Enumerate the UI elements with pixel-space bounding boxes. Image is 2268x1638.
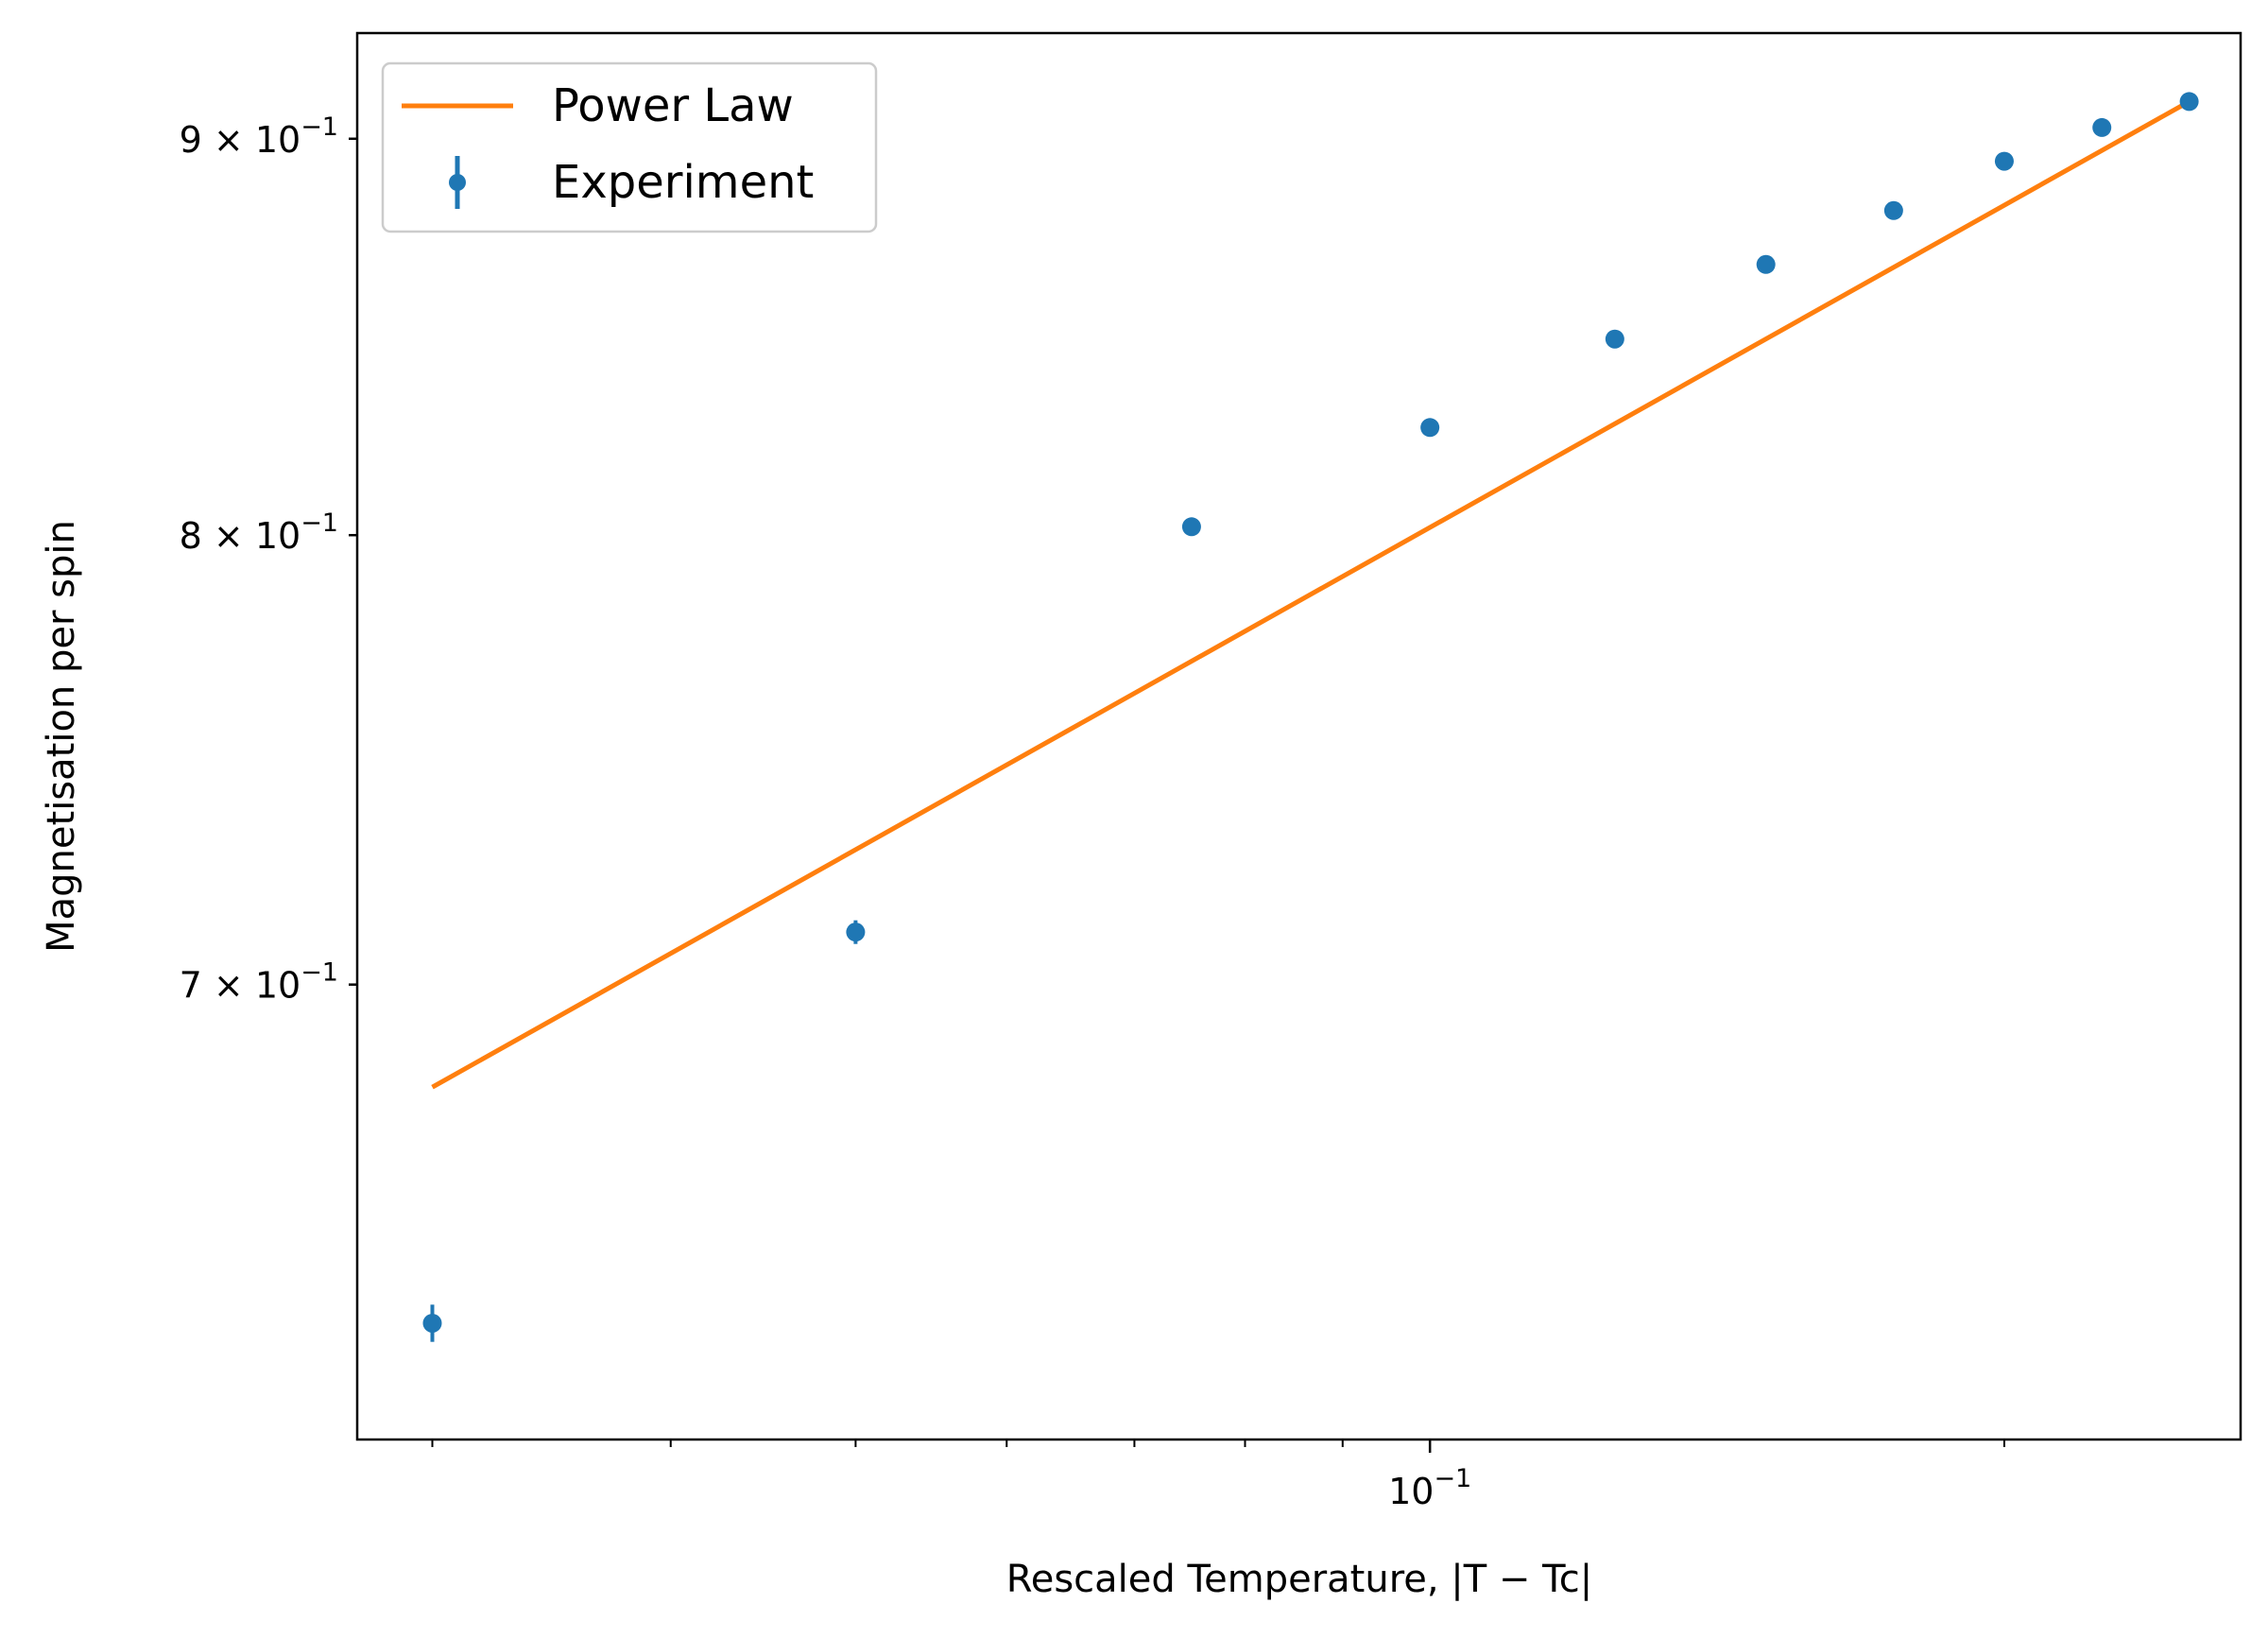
experiment-point	[2092, 117, 2112, 137]
power-law-line	[431, 99, 2191, 1090]
y-tick-label: 7 × 10−1	[180, 958, 338, 1007]
experiment-point	[1605, 329, 1624, 349]
x-tick-label: 10−1	[1388, 1464, 1471, 1512]
experiment-point	[846, 922, 866, 942]
experiment-point	[422, 1313, 442, 1333]
y-tick-label: 8 × 10−1	[180, 509, 338, 557]
y-axis-label: Magnetisation per spin	[40, 520, 83, 953]
experiment-point	[1994, 151, 2014, 171]
experiment-point	[1883, 200, 1903, 220]
legend-power-law-label: Power Law	[552, 79, 794, 132]
legend-experiment-marker	[449, 174, 466, 191]
experiment-point	[1756, 254, 1776, 274]
legend: Power Law Experiment	[381, 61, 878, 233]
experiment-point	[1181, 517, 1201, 537]
x-axis-label: Rescaled Temperature, |T − Tc|	[1006, 1558, 1593, 1601]
plot-area-frame	[355, 31, 2242, 1441]
experiment-point	[1420, 418, 1440, 438]
y-tick-label: 9 × 10−1	[180, 112, 338, 161]
experiment-point	[2179, 92, 2199, 112]
legend-experiment-label: Experiment	[552, 156, 814, 209]
